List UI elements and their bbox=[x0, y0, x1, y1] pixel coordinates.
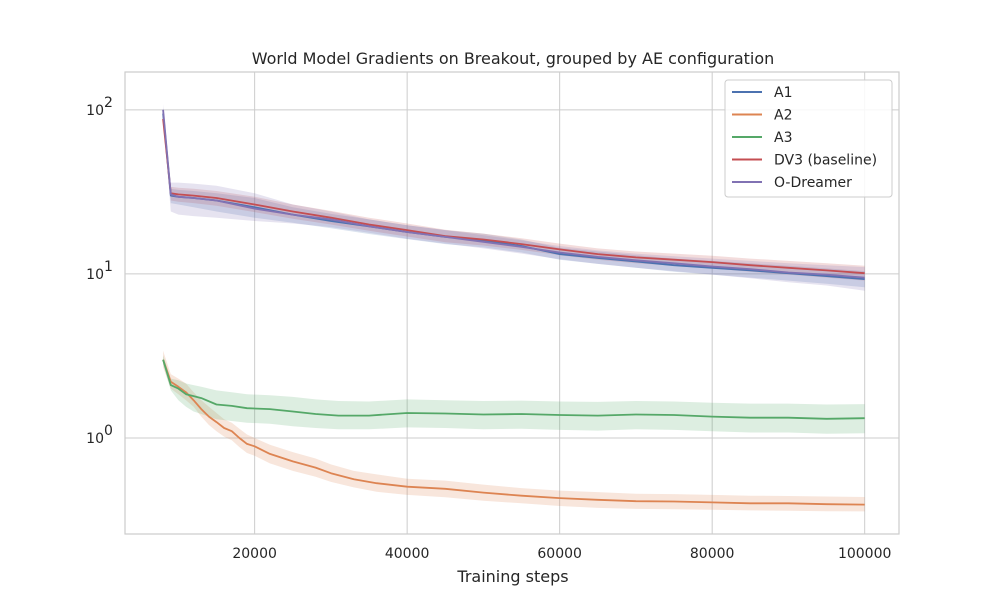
y-tick-label: 10 bbox=[86, 267, 104, 283]
series-line-a2 bbox=[162, 359, 865, 506]
x-axis-label: Training steps bbox=[456, 567, 568, 586]
band-a3 bbox=[163, 355, 865, 434]
x-tick-label: 20000 bbox=[232, 546, 277, 562]
series-line-dv3-baseline bbox=[162, 118, 865, 275]
x-tick-label: 60000 bbox=[537, 546, 582, 562]
band-a2 bbox=[163, 350, 865, 512]
legend-label: O-Dreamer bbox=[774, 175, 852, 191]
chart-title: World Model Gradients on Breakout, group… bbox=[252, 49, 775, 68]
plot-frame bbox=[124, 71, 900, 535]
y-tick-exponent: 1 bbox=[104, 259, 113, 275]
legend-label: A3 bbox=[774, 130, 792, 146]
legend-box bbox=[724, 79, 893, 198]
x-tick-label: 80000 bbox=[690, 546, 735, 562]
y-tick-exponent: 0 bbox=[104, 423, 113, 439]
band-dv3-baseline bbox=[163, 113, 865, 281]
legend-label: A1 bbox=[774, 85, 792, 101]
x-axis-ticks: 20000 40000 60000 80000 100000 bbox=[232, 546, 891, 562]
y-tick-exponent: 2 bbox=[104, 95, 113, 111]
series-lines bbox=[162, 109, 865, 506]
x-tick-label: 40000 bbox=[385, 546, 430, 562]
legend: A1 A2 A3 DV3 (baseline) O-Dreamer bbox=[724, 79, 893, 198]
series-line-o-dreamer bbox=[162, 109, 865, 279]
series-line-a3 bbox=[162, 359, 865, 420]
x-tick-label: 100000 bbox=[838, 546, 891, 562]
band-a1 bbox=[163, 108, 865, 288]
y-tick-label: 10 bbox=[86, 103, 104, 119]
y-tick-label: 10 bbox=[86, 431, 104, 447]
legend-label: DV3 (baseline) bbox=[774, 153, 877, 169]
legend-label: A2 bbox=[774, 108, 792, 124]
